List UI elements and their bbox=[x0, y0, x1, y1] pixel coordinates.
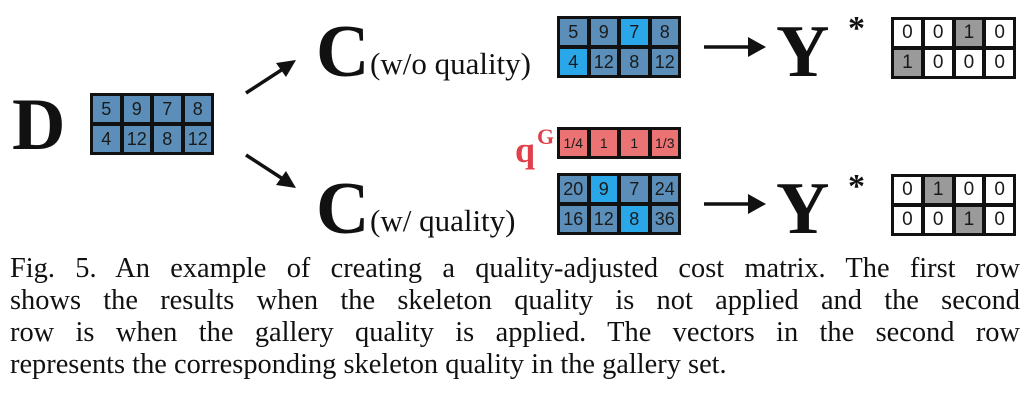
matrix-cell: 12 bbox=[589, 205, 618, 233]
q-superscript: G bbox=[537, 124, 555, 149]
matrix-cell: 8 bbox=[183, 95, 212, 123]
matrix-cell: 7 bbox=[153, 95, 182, 123]
matrix-cell: 5 bbox=[92, 95, 121, 123]
c-bottom-label: C bbox=[316, 168, 370, 250]
caption-line: shows the results when the skeleton qual… bbox=[10, 285, 1020, 316]
y-bottom-label: Y bbox=[776, 168, 830, 250]
c-bottom-sublabel: (w/ quality) bbox=[370, 203, 516, 238]
matrix-cell: 9 bbox=[589, 18, 618, 46]
caption-line: Fig. 5. An example of creating a quality… bbox=[10, 253, 1020, 284]
matrix-cell: 24 bbox=[650, 175, 679, 203]
matrix-cell: 8 bbox=[620, 205, 649, 233]
matrix-cell: 7 bbox=[620, 175, 649, 203]
matrix-cell: 0 bbox=[923, 49, 953, 77]
matrix-cell: 0 bbox=[954, 176, 984, 204]
matrix-cell: 12 bbox=[183, 125, 212, 153]
matrix-cell: 12 bbox=[650, 48, 679, 76]
c-top-label: C bbox=[316, 11, 370, 93]
figure-caption: Fig. 5. An example of creating a quality… bbox=[10, 253, 1020, 381]
matrix-cell: 9 bbox=[589, 175, 618, 203]
arrow-right-top bbox=[704, 37, 766, 57]
y-bottom-star: * bbox=[848, 168, 865, 205]
c-top-sublabel: (w/o quality) bbox=[370, 46, 531, 81]
matrix-cell: 0 bbox=[954, 49, 984, 77]
matrix-cell: 1 bbox=[620, 129, 649, 157]
matrix-cell: 0 bbox=[985, 19, 1014, 47]
matrix-d: 5 9 7 8 4 12 8 12 bbox=[90, 93, 214, 155]
arrow-right-bottom bbox=[704, 194, 766, 214]
matrix-cell: 1 bbox=[954, 19, 984, 47]
matrix-cell: 0 bbox=[893, 19, 922, 47]
matrix-cell: 1 bbox=[589, 129, 618, 157]
matrix-cell: 8 bbox=[650, 18, 679, 46]
matrix-cell: 1 bbox=[954, 206, 984, 234]
arrow-up-right bbox=[245, 60, 296, 95]
matrix-cell: 0 bbox=[923, 19, 953, 47]
q-letter: q bbox=[515, 130, 536, 170]
matrix-cell: 0 bbox=[893, 206, 922, 234]
caption-line: represents the corresponding skeleton qu… bbox=[10, 349, 727, 380]
matrix-cell: 8 bbox=[620, 48, 649, 76]
matrix-cell: 0 bbox=[985, 49, 1014, 77]
matrix-cell: 0 bbox=[985, 176, 1014, 204]
matrix-cell: 4 bbox=[559, 48, 588, 76]
matrix-q-vector: 1/4 1 1 1/3 bbox=[557, 127, 681, 159]
y-top-label: Y bbox=[776, 11, 830, 93]
arrow-down-right bbox=[245, 153, 296, 188]
matrix-cell: 1/4 bbox=[559, 129, 588, 157]
matrix-cell: 12 bbox=[122, 125, 151, 153]
matrix-c-top: 5 9 7 8 4 12 8 12 bbox=[557, 16, 681, 78]
matrix-cell: 9 bbox=[122, 95, 151, 123]
q-label: qG bbox=[515, 124, 555, 170]
matrix-cell: 1 bbox=[923, 176, 953, 204]
y-top-star: * bbox=[848, 10, 865, 47]
matrix-cell: 12 bbox=[589, 48, 618, 76]
matrix-cell: 8 bbox=[153, 125, 182, 153]
matrix-cell: 0 bbox=[923, 206, 953, 234]
matrix-cell: 0 bbox=[985, 206, 1014, 234]
matrix-cell: 1 bbox=[893, 49, 922, 77]
matrix-cell: 5 bbox=[559, 18, 588, 46]
matrix-cell: 36 bbox=[650, 205, 679, 233]
matrix-cell: 4 bbox=[92, 125, 121, 153]
matrix-cell: 7 bbox=[620, 18, 649, 46]
caption-line: row is when the gallery quality is appli… bbox=[10, 317, 1020, 348]
matrix-cell: 1/3 bbox=[650, 129, 679, 157]
matrix-cell: 0 bbox=[893, 176, 922, 204]
matrix-c-bottom: 20 9 7 24 16 12 8 36 bbox=[557, 173, 681, 235]
d-label: D bbox=[12, 84, 66, 166]
matrix-cell: 16 bbox=[559, 205, 588, 233]
matrix-cell: 20 bbox=[559, 175, 588, 203]
